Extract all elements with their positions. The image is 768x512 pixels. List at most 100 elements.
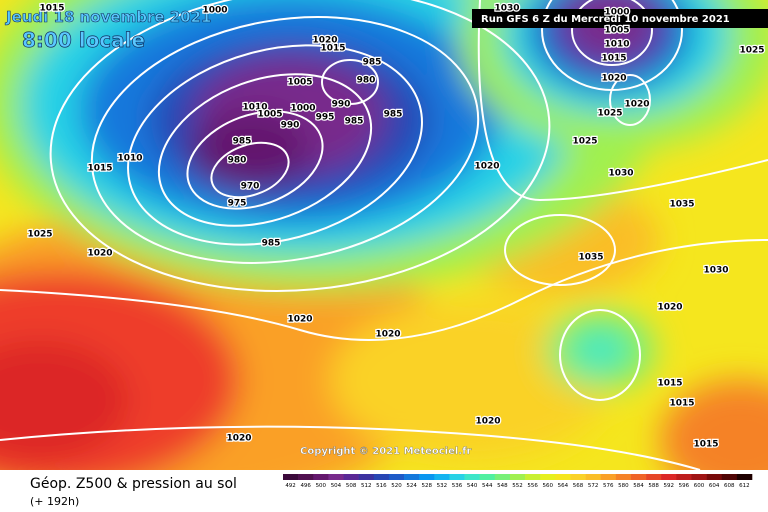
scale-label: 500 xyxy=(316,483,327,489)
isobar-label: 1025 xyxy=(27,230,52,240)
scale-label: 552 xyxy=(512,483,523,489)
scale-label: 604 xyxy=(709,483,720,489)
scale-label: 516 xyxy=(376,483,387,489)
color-swatch xyxy=(328,474,344,480)
legend-lead: (+ 192h) xyxy=(30,495,79,508)
color-swatch xyxy=(434,474,450,480)
color-swatch xyxy=(479,474,496,480)
scale-label: 564 xyxy=(558,483,569,489)
color-swatch xyxy=(585,474,602,480)
scale-label: 556 xyxy=(527,483,538,489)
isobar-label: 980 xyxy=(228,156,247,166)
legend-title: Géop. Z500 & pression au sol xyxy=(30,476,237,492)
isobar-label: 1025 xyxy=(597,109,622,119)
isobar-label: 1020 xyxy=(624,100,649,110)
isobar-label: 1000 xyxy=(202,6,227,16)
isobar-label: 1000 xyxy=(604,8,629,18)
isobar-label: 1025 xyxy=(572,137,597,147)
scale-label: 568 xyxy=(573,483,584,489)
color-swatch xyxy=(661,474,677,480)
isobar-label: 1020 xyxy=(226,434,251,444)
isobar-label: 1015 xyxy=(693,440,718,450)
scale-label: 580 xyxy=(618,483,629,489)
scale-label: 612 xyxy=(739,483,750,489)
isobar-label: 990 xyxy=(281,121,300,131)
color-swatch xyxy=(419,474,435,480)
scale-label: 536 xyxy=(452,483,463,489)
isobar-label: 980 xyxy=(357,76,376,86)
color-swatch xyxy=(388,474,405,480)
isobar-label: 985 xyxy=(233,137,252,147)
isobar-label: 1020 xyxy=(87,249,112,259)
color-swatch xyxy=(358,474,375,480)
isobar-label: 1020 xyxy=(601,74,626,84)
isobars xyxy=(0,0,768,470)
scale-label: 532 xyxy=(437,483,448,489)
color-swatch xyxy=(646,474,662,480)
color-swatch xyxy=(449,474,465,480)
isobar-label: 1015 xyxy=(669,399,694,409)
isobar-label: 1020 xyxy=(287,315,312,325)
isobar-label: 1030 xyxy=(703,266,728,276)
isobar-label: 1005 xyxy=(287,78,312,88)
color-swatch xyxy=(736,474,753,480)
scale-label: 504 xyxy=(331,483,342,489)
isobar-label: 1015 xyxy=(320,44,345,54)
scale-label: 540 xyxy=(467,483,478,489)
isobar-label: 1025 xyxy=(739,46,764,56)
color-swatch xyxy=(721,474,738,480)
isobar-label: 1020 xyxy=(375,330,400,340)
scale-label: 496 xyxy=(300,483,311,489)
color-swatch xyxy=(373,474,390,480)
color-swatch xyxy=(676,474,692,480)
scale-label: 592 xyxy=(664,483,675,489)
isobar-label: 975 xyxy=(228,199,247,209)
isobar-label: 1005 xyxy=(257,110,282,120)
isobar-label: 1020 xyxy=(474,162,499,172)
isobar-label: 1020 xyxy=(312,36,337,46)
color-swatch xyxy=(570,474,586,480)
isobar-label: 1015 xyxy=(87,164,112,174)
isobar-label: 970 xyxy=(241,182,260,192)
scale-label: 600 xyxy=(694,483,705,489)
color-swatch xyxy=(555,474,571,480)
isobar-label: 1015 xyxy=(39,4,64,14)
color-swatch xyxy=(706,474,723,480)
isobar-label: 1000 xyxy=(290,104,315,114)
isobar-label: 985 xyxy=(345,117,364,127)
isobar-label: 990 xyxy=(332,100,351,110)
isobar-label: 1010 xyxy=(242,103,267,113)
scale-label: 576 xyxy=(603,483,614,489)
scale-label: 544 xyxy=(482,483,493,489)
isobar-label: 1015 xyxy=(657,379,682,389)
scale-label: 596 xyxy=(679,483,690,489)
copyright: Copyright © 2021 Meteociel.fr xyxy=(300,446,471,457)
scale-label: 560 xyxy=(543,483,554,489)
isobar-label: 1035 xyxy=(669,200,694,210)
color-swatch xyxy=(540,474,556,480)
scale-label: 512 xyxy=(361,483,372,489)
isobar-label: 1010 xyxy=(117,154,142,164)
color-swatch xyxy=(494,474,511,480)
run: Run GFS 6 Z du Mercredi 10 novembre 2021 xyxy=(481,14,730,25)
scale-label: 572 xyxy=(588,483,599,489)
color-swatch xyxy=(313,474,329,480)
scale-label: 524 xyxy=(406,483,417,489)
isobar-label: 1005 xyxy=(604,26,629,36)
scale-label: 508 xyxy=(346,483,357,489)
color-swatch xyxy=(464,474,480,480)
isobar-label: 985 xyxy=(262,239,281,249)
isobar-label: 985 xyxy=(384,110,403,120)
scale-label: 492 xyxy=(285,483,296,489)
color-swatch xyxy=(600,474,617,480)
color-swatch xyxy=(525,474,541,480)
color-swatch xyxy=(615,474,632,480)
scale-label: 584 xyxy=(633,483,644,489)
date: Jeudi 18 novembre 2021 xyxy=(5,8,211,26)
color-swatch xyxy=(283,474,299,480)
color-swatch xyxy=(509,474,526,480)
color-swatch xyxy=(691,474,707,480)
